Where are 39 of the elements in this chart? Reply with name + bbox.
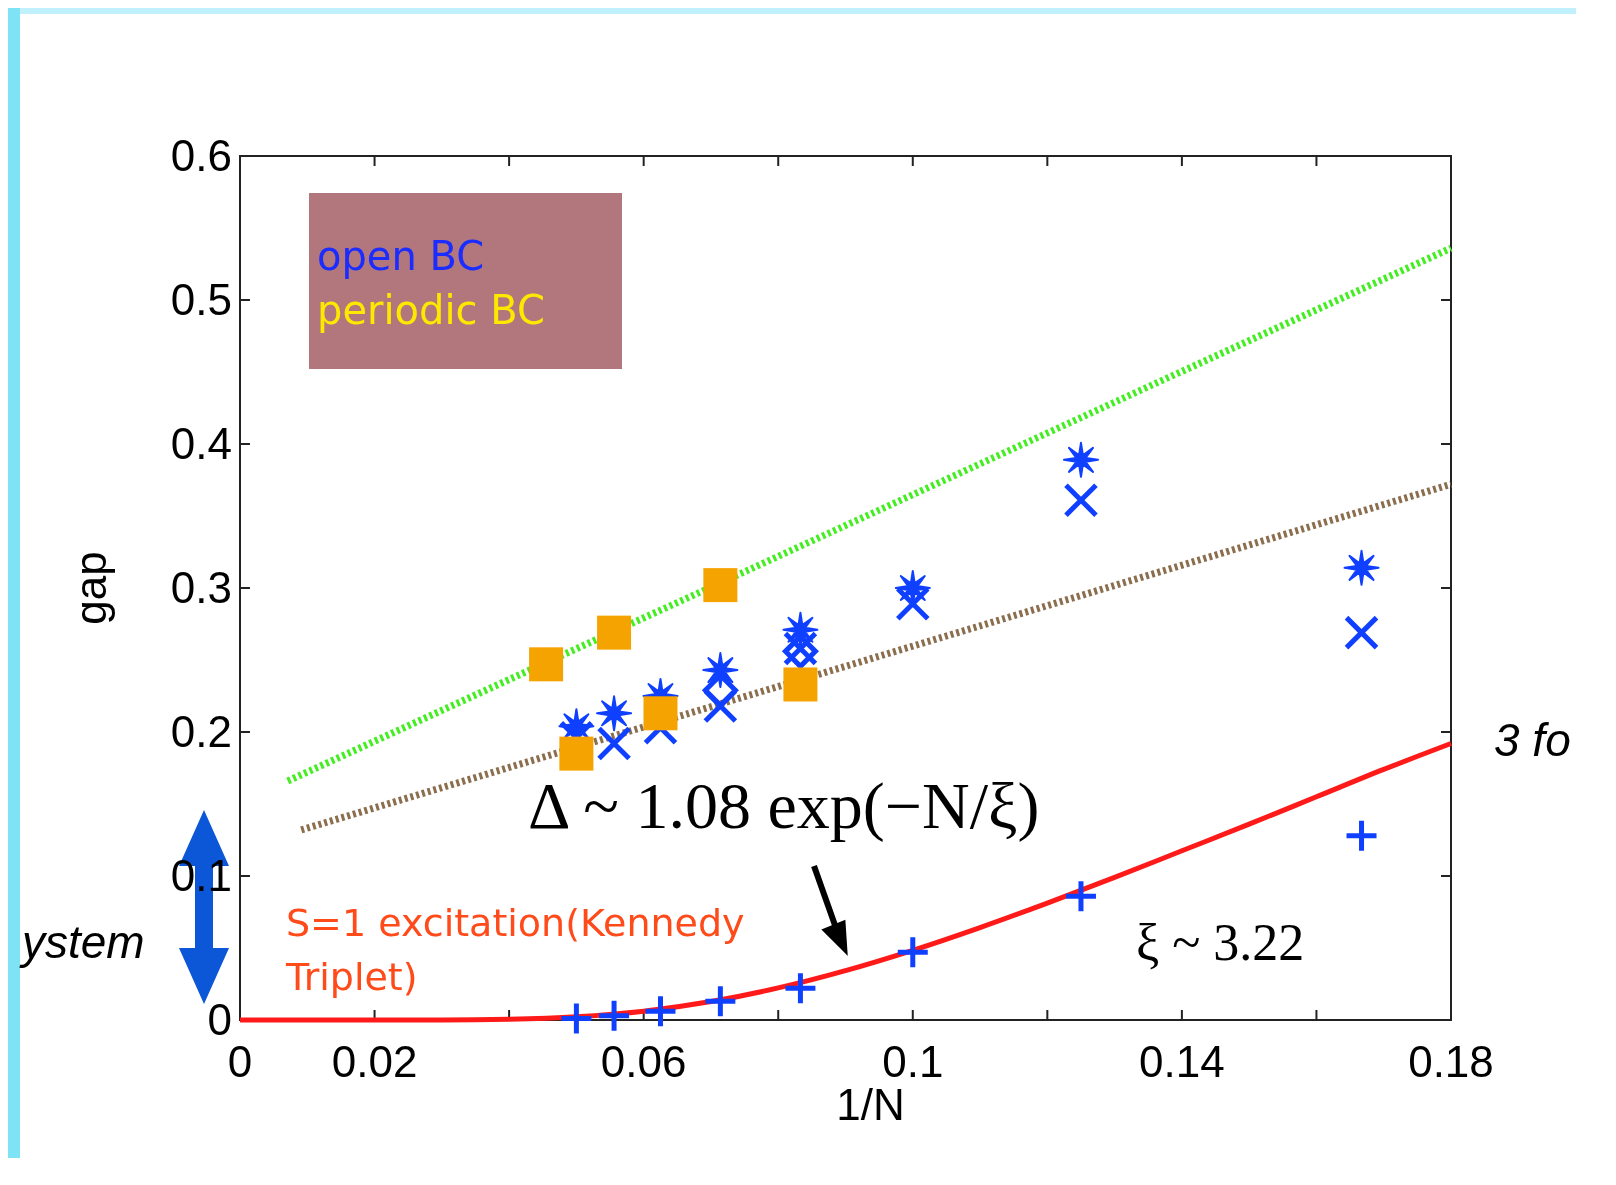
point bbox=[645, 996, 676, 1027]
y-tick-label: 0.6 bbox=[170, 131, 232, 180]
point bbox=[1065, 881, 1096, 912]
point bbox=[597, 615, 632, 650]
text: 3 fo bbox=[1494, 714, 1571, 766]
y-tick-label: 0.2 bbox=[170, 707, 232, 756]
point bbox=[1062, 441, 1099, 478]
point bbox=[1346, 820, 1377, 851]
point bbox=[1063, 482, 1099, 518]
y-tick-label: 0 bbox=[207, 995, 232, 1044]
point bbox=[596, 695, 633, 732]
point bbox=[785, 973, 816, 1004]
y-tick-label: 0.4 bbox=[170, 419, 232, 468]
point bbox=[643, 696, 678, 731]
point bbox=[783, 667, 818, 702]
point bbox=[596, 726, 632, 762]
y-axis-title: gap bbox=[66, 551, 115, 625]
y-tick-label: 0.3 bbox=[170, 563, 232, 612]
y-tick-label: 0.5 bbox=[170, 275, 232, 324]
point bbox=[559, 736, 594, 771]
point bbox=[1343, 549, 1380, 586]
point bbox=[599, 1000, 630, 1031]
x-tick-label: 0.18 bbox=[1408, 1037, 1494, 1086]
annotation: periodic BC bbox=[317, 287, 545, 333]
x-tick-label: 0.06 bbox=[600, 1037, 687, 1086]
annotation: Δ ~ 1.08 exp(−N/ξ) bbox=[528, 769, 1040, 843]
point bbox=[529, 647, 564, 682]
annotation: ξ ~ 3.22 bbox=[1136, 914, 1305, 971]
x-tick-label: 0.02 bbox=[331, 1037, 418, 1086]
annotation: open BC bbox=[317, 233, 485, 279]
text: ystem bbox=[19, 916, 145, 968]
point bbox=[705, 986, 736, 1017]
x-tick-label: 0.14 bbox=[1139, 1037, 1225, 1086]
point bbox=[1344, 615, 1380, 651]
point bbox=[895, 586, 931, 622]
annotation: S=1 excitation(Kennedy Triplet) bbox=[285, 901, 745, 999]
point bbox=[897, 937, 928, 968]
point bbox=[561, 1003, 592, 1034]
point bbox=[703, 568, 738, 603]
